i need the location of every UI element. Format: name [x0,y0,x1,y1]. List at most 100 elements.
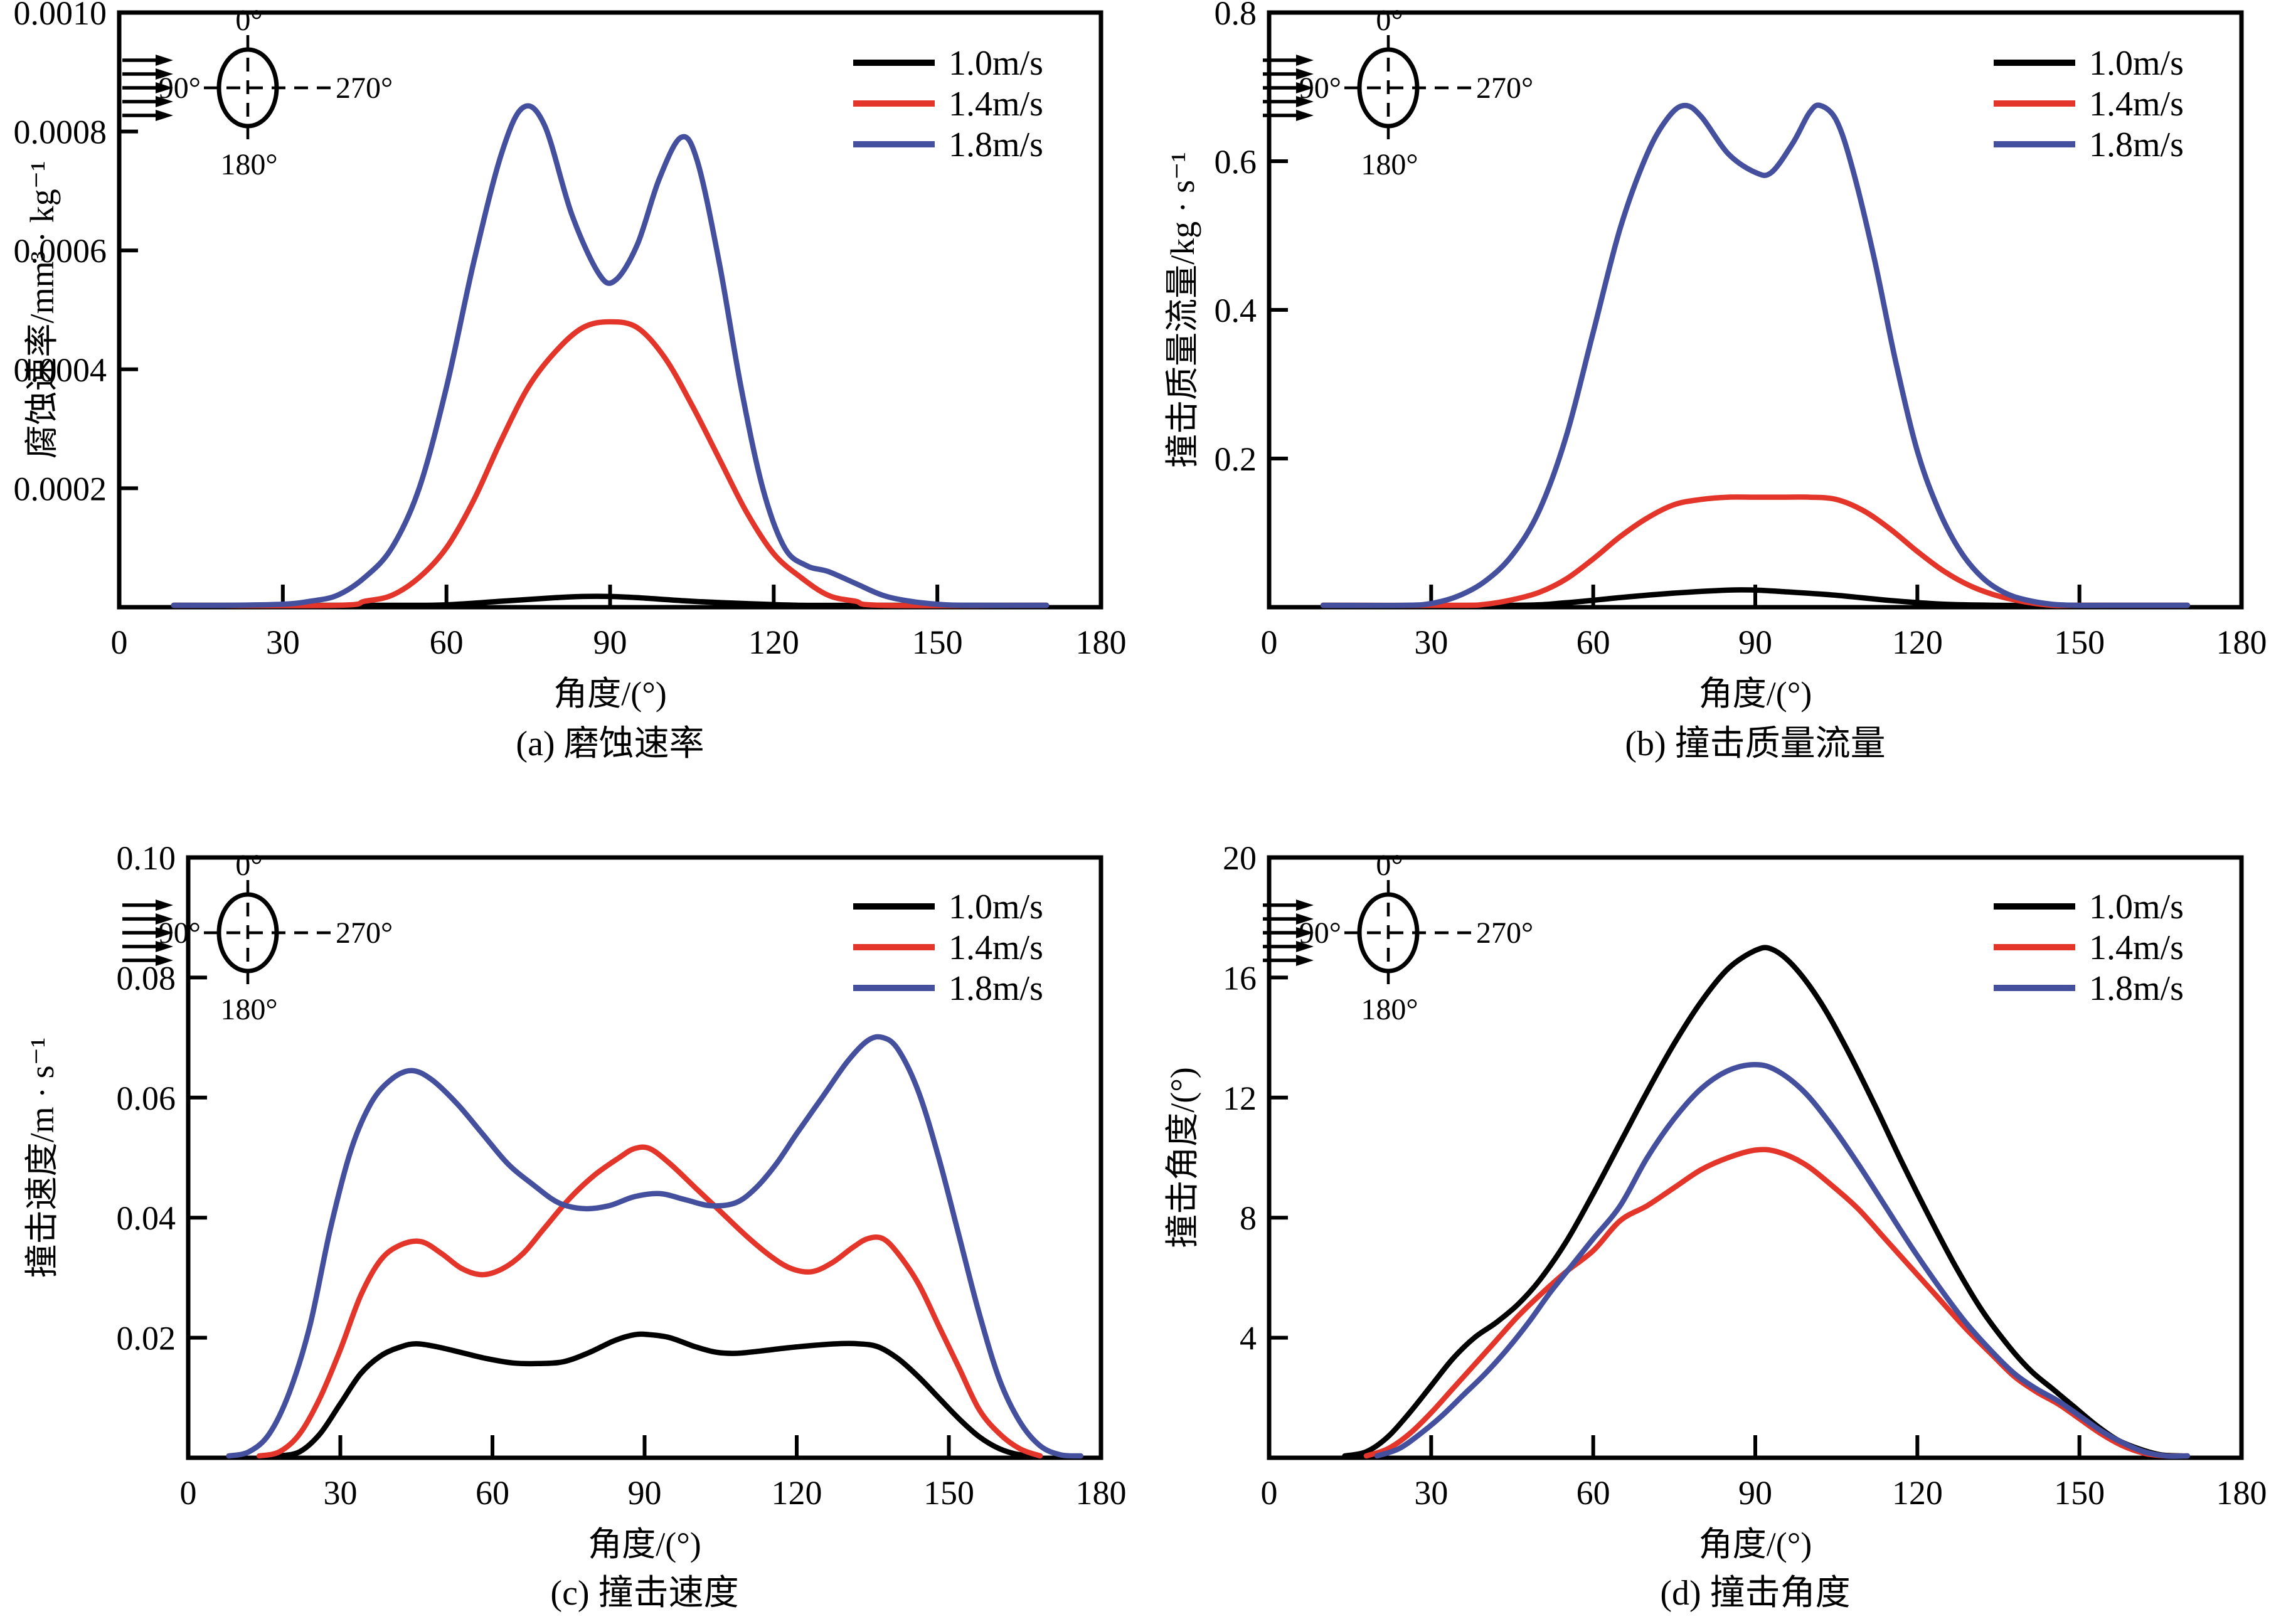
inflow-arrow-head [1296,913,1314,925]
inflow-arrow-head [1296,941,1314,952]
inflow-arrow-head [156,955,173,966]
y-axis-label: 撞击角度/(°) [1164,1067,1201,1248]
x-tick-label: 60 [430,624,464,661]
y-tick-label: 0.10 [117,839,176,877]
x-tick-label: 90 [593,624,627,661]
series-line-1.4m/s [1320,494,2191,608]
legend-label: 1.4m/s [949,928,1043,967]
inset-label-270deg: 270° [1476,72,1533,105]
chart-c: 0 30 60 90 120 150 180 0.02 0.04 0.06 0.08 0.10 撞击速度… [23,839,1127,1613]
panel-c: 0 30 60 90 120 150 180 0.02 0.04 0.06 0.08 0.10 撞击速度… [0,810,1140,1621]
x-tick-label: 0 [111,624,128,661]
inflow-arrow-head [156,927,173,938]
series-line-1.8m/s [226,1034,1083,1459]
panel-caption: (b) 撞击质量流量 [1625,724,1885,763]
inflow-arrow-head [156,96,173,107]
y-tick-label: 0.8 [1215,0,1257,32]
x-tick-label: 60 [1576,624,1610,661]
y-tick-label: 20 [1223,839,1257,877]
chart-a: 0 30 60 90 120 150 180 0.0002 0.0004 0.0006 0.0008… [14,0,1127,763]
inset-label-0deg: 0° [1376,849,1403,882]
series-line-1.0m/s [1320,587,2191,608]
inflow-arrow-head [1296,55,1314,66]
series-line-1.0m/s [171,593,1050,608]
y-tick-label: 0.2 [1215,440,1257,478]
cylinder-circle [216,47,279,129]
panel-caption: (a) 磨蚀速率 [516,724,704,763]
inflow-arrow-head [1296,900,1314,911]
inflow-arrow-head [156,900,173,911]
y-tick-label: 0.0004 [14,351,107,389]
x-tick-label: 150 [923,1474,974,1512]
x-tick-label: 30 [1414,1474,1448,1512]
x-tick-label: 0 [1261,1474,1278,1512]
legend-label: 1.4m/s [2089,928,2184,967]
legend-label: 1.8m/s [949,125,1043,164]
inflow-arrow-head [156,110,173,121]
x-tick-label: 30 [1414,624,1448,661]
y-tick-label: 4 [1240,1320,1257,1357]
legend-label: 1.0m/s [949,44,1043,83]
y-tick-label: 0.6 [1215,143,1257,181]
y-tick-label: 0.08 [117,959,176,997]
x-tick-label: 90 [1738,1474,1772,1512]
inset-label-180deg: 180° [220,148,277,181]
series-line-1.4m/s [171,319,1050,608]
inflow-arrow-head [156,82,173,93]
inset-label-0deg: 0° [235,4,262,37]
x-tick-label: 0 [180,1474,197,1512]
legend-label: 1.4m/s [949,85,1043,124]
cylinder-circle [1357,892,1420,974]
legend-label: 1.8m/s [2089,125,2184,164]
x-axis-label: 角度/(°) [553,675,667,713]
legend-label: 1.8m/s [2089,969,2184,1008]
series-line-1.8m/s [1320,102,2191,608]
series-line-1.0m/s [277,1331,1043,1459]
y-tick-label: 0.02 [117,1320,176,1357]
inset-label-90deg: 90° [1299,72,1341,105]
inset-label-0deg: 0° [235,849,262,882]
y-tick-label: 0.0010 [14,0,107,32]
x-tick-label: 60 [476,1474,509,1512]
panel-b: 0 30 60 90 120 150 180 0.2 0.4 0.6 0.8 撞击质量流量/kg · … [1140,0,2281,810]
x-tick-label: 180 [2216,1474,2267,1512]
legend-label: 1.0m/s [949,888,1043,926]
legend-label: 1.4m/s [2089,85,2184,124]
inflow-arrow-head [1296,96,1314,107]
x-tick-label: 180 [1076,1474,1127,1512]
panel-a: 0 30 60 90 120 150 180 0.0002 0.0004 0.0006 0.0008… [0,0,1140,810]
chart-d: 0 30 60 90 120 150 180 4 8 12 16 20 撞击角度/(°) 角度/(°) (d… [1164,839,2267,1613]
inset-label-90deg: 90° [159,916,201,950]
inset-label-90deg: 90° [1299,916,1341,950]
x-tick-label: 120 [772,1474,822,1512]
y-tick-label: 0.4 [1215,292,1257,329]
series-line-1.4m/s [256,1144,1043,1459]
panel-caption: (c) 撞击速度 [550,1574,738,1613]
inset-label-180deg: 180° [1361,993,1418,1026]
y-tick-label: 0.0006 [14,232,107,270]
inflow-arrow-head [156,913,173,925]
y-tick-label: 0.06 [117,1080,176,1117]
x-tick-label: 150 [2054,1474,2105,1512]
x-tick-label: 180 [2216,624,2267,661]
inflow-arrow-head [1296,927,1314,938]
x-axis-label: 角度/(°) [588,1526,701,1563]
inflow-arrow-head [1296,110,1314,121]
panel-caption: (d) 撞击角度 [1660,1574,1850,1613]
legend-label: 1.0m/s [2089,44,2184,83]
series-line-1.8m/s [1374,1061,2191,1459]
cylinder-circle [216,892,279,974]
x-tick-label: 180 [1076,624,1127,661]
cylinder-circle [1357,47,1420,129]
panel-d: 0 30 60 90 120 150 180 4 8 12 16 20 撞击角度/(°) 角度/(°) (d… [1140,810,2281,1621]
inset-label-180deg: 180° [1361,148,1418,181]
inset-label-0deg: 0° [1376,4,1403,37]
inset-label-90deg: 90° [159,72,201,105]
inset-label-270deg: 270° [1476,916,1533,950]
inflow-arrow-head [1296,955,1314,966]
y-tick-label: 0.0008 [14,114,107,151]
x-tick-label: 120 [1892,624,1943,661]
series-line-1.8m/s [171,103,1050,608]
y-axis-label: 撞击速度/m · s⁻¹ [23,1038,61,1278]
